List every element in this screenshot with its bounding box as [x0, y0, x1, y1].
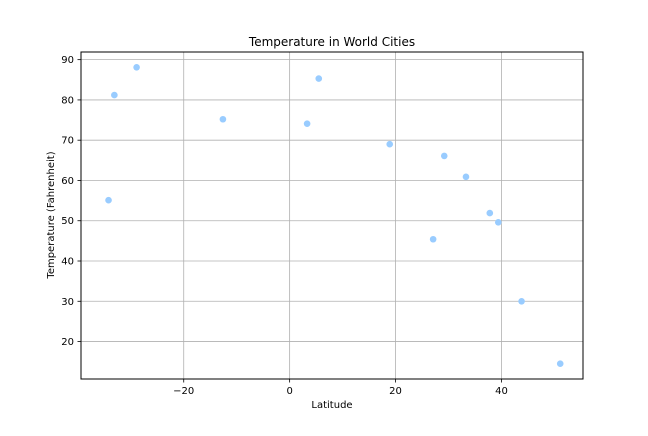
y-tick-label: 70: [61, 136, 74, 147]
data-point: [303, 120, 311, 127]
grid: [81, 52, 583, 379]
data-point: [219, 115, 227, 123]
data-points: [105, 64, 564, 367]
data-point: [462, 173, 470, 181]
data-point: [111, 91, 118, 99]
data-point: [105, 196, 112, 204]
y-tick-label: 30: [61, 297, 74, 308]
data-point: [486, 209, 494, 217]
data-point: [556, 360, 564, 367]
data-point: [440, 152, 448, 160]
data-point: [133, 64, 140, 71]
plot-area-frame: [80, 51, 584, 380]
data-point: [386, 140, 394, 148]
y-tick-label: 60: [61, 176, 74, 187]
y-tick-label: 90: [61, 55, 74, 66]
data-point: [518, 297, 525, 305]
y-axis-label: Temperature (Fahrenheit): [46, 151, 57, 279]
data-point: [315, 75, 323, 82]
x-tick-label: 0: [286, 386, 292, 397]
x-axis-label: Latitude: [311, 400, 352, 411]
axis-ticks: −20 0 20 40 20 30 40 50 60 70 80 90: [61, 55, 508, 397]
y-tick-label: 50: [61, 216, 74, 227]
x-tick-label: −20: [173, 386, 194, 397]
y-tick-label: 20: [61, 337, 74, 348]
data-point: [429, 235, 437, 243]
y-tick-label: 80: [61, 95, 74, 106]
x-tick-label: 20: [389, 386, 402, 397]
chart-title: Temperature in World Cities: [248, 35, 415, 49]
y-tick-label: 40: [61, 257, 74, 268]
data-point: [494, 219, 502, 226]
x-tick-label: 40: [495, 386, 508, 397]
